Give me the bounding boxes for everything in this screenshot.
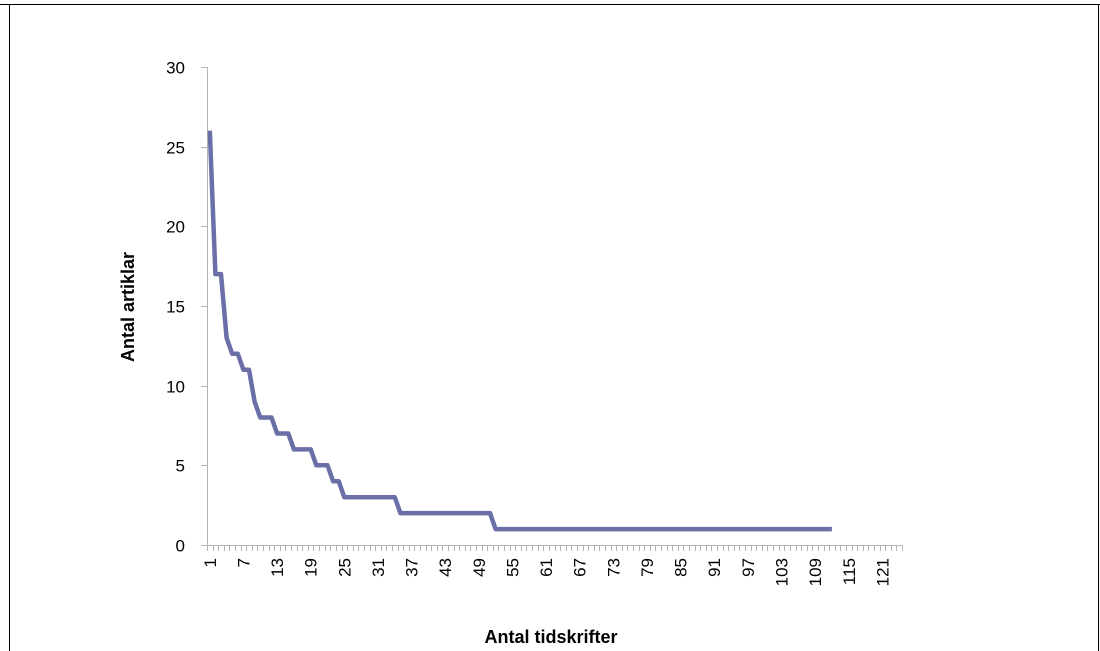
x-tick-label: 37 [403,558,422,577]
x-tick-label: 67 [571,558,590,577]
x-tick-label: 85 [672,558,691,577]
y-axis-title: Antal artiklar [118,252,138,362]
x-tick-label: 61 [537,558,556,577]
x-tick-label: 73 [604,558,623,577]
x-tick-label: 103 [773,558,792,586]
x-tick-label: 7 [234,558,253,567]
x-tick-label: 55 [504,558,523,577]
x-tick-label: 13 [268,558,287,577]
x-tick-label: 25 [335,558,354,577]
axes: 0 5 10 15 20 25 30 1 7 13 19 25 31 37 43 49 55 61 67 73 79 85… [166,59,903,586]
x-tick-label: 1 [201,558,220,567]
y-tick-label: 25 [166,139,185,158]
y-tick-label: 30 [166,59,185,78]
y-tick-label: 20 [166,218,185,237]
x-axis-title: Antal tidskrifter [484,627,617,647]
x-tick-label: 109 [806,558,825,586]
y-tick-label: 0 [176,537,185,556]
x-tick-label: 115 [840,558,859,585]
x-tick-label: 97 [739,558,758,577]
series-layer [207,130,832,532]
x-tick-label: 121 [873,558,892,586]
y-tick-label: 15 [166,298,185,317]
series-line-0 [207,130,832,532]
x-tick-label: 43 [436,558,455,577]
y-tick-label: 5 [176,457,185,476]
x-tick-label: 49 [470,558,489,577]
x-tick-label: 91 [705,558,724,577]
x-tick-label: 79 [638,558,657,577]
x-tick-label: 19 [302,558,321,577]
x-tick-label: 31 [369,558,388,577]
y-tick-label: 10 [166,378,185,397]
